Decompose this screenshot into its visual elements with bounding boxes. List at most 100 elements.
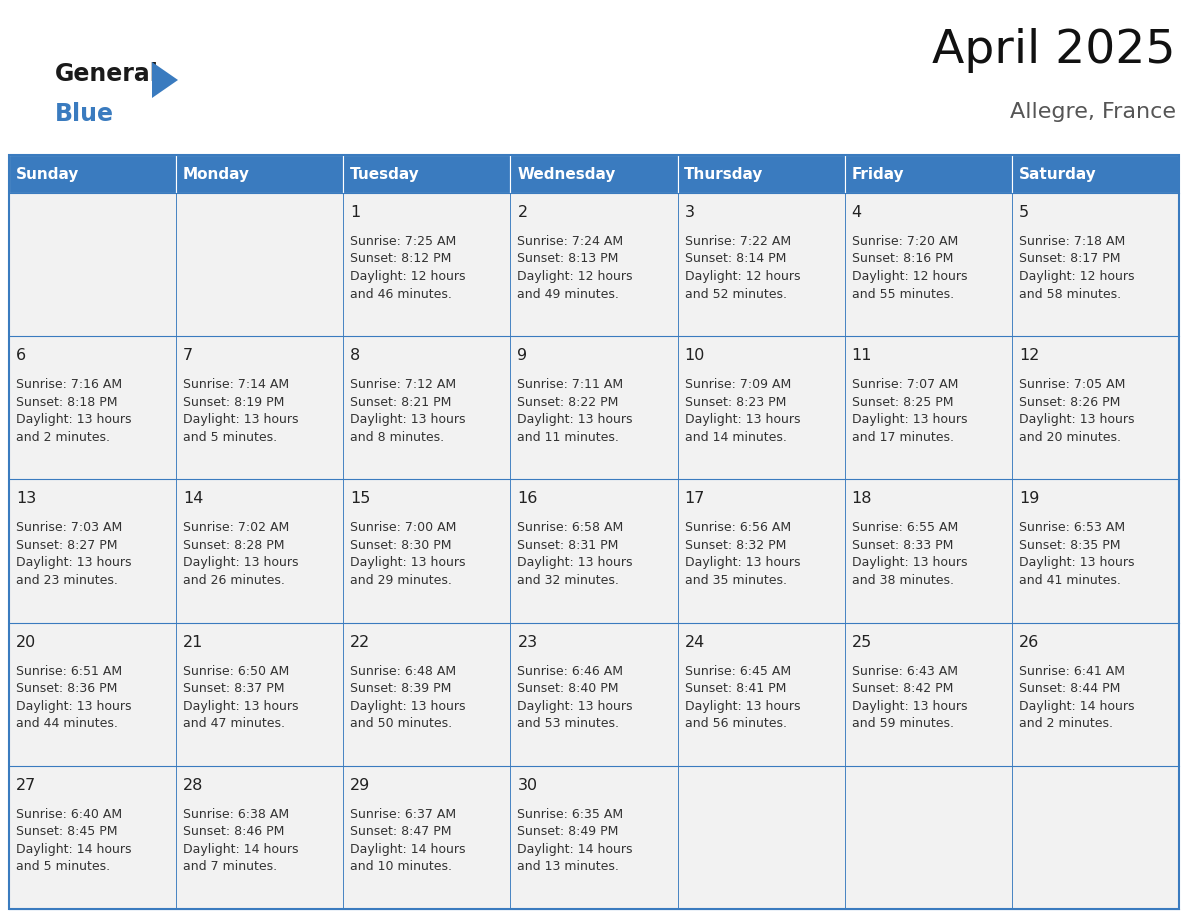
Text: Daylight: 14 hours: Daylight: 14 hours — [350, 843, 466, 856]
Text: Daylight: 13 hours: Daylight: 13 hours — [15, 413, 132, 426]
Text: Sunrise: 6:46 AM: Sunrise: 6:46 AM — [518, 665, 624, 677]
Text: 22: 22 — [350, 634, 371, 650]
Text: and 49 minutes.: and 49 minutes. — [518, 287, 619, 300]
Text: Daylight: 13 hours: Daylight: 13 hours — [350, 700, 466, 712]
Text: Daylight: 12 hours: Daylight: 12 hours — [684, 270, 800, 283]
Text: Sunset: 8:31 PM: Sunset: 8:31 PM — [518, 539, 619, 552]
Text: and 5 minutes.: and 5 minutes. — [183, 431, 277, 443]
Text: 18: 18 — [852, 491, 872, 507]
Text: Sunset: 8:14 PM: Sunset: 8:14 PM — [684, 252, 786, 265]
Text: April 2025: April 2025 — [933, 28, 1176, 73]
Text: and 20 minutes.: and 20 minutes. — [1019, 431, 1120, 443]
Text: Sunset: 8:49 PM: Sunset: 8:49 PM — [518, 825, 619, 838]
Bar — [10, 155, 176, 193]
Text: and 14 minutes.: and 14 minutes. — [684, 431, 786, 443]
Text: Daylight: 13 hours: Daylight: 13 hours — [350, 556, 466, 569]
Text: and 55 minutes.: and 55 minutes. — [852, 287, 954, 300]
Text: Tuesday: Tuesday — [350, 166, 419, 182]
Text: Saturday: Saturday — [1018, 166, 1097, 182]
Text: Sunset: 8:13 PM: Sunset: 8:13 PM — [518, 252, 619, 265]
Text: Sunset: 8:42 PM: Sunset: 8:42 PM — [852, 682, 953, 695]
Text: Daylight: 13 hours: Daylight: 13 hours — [852, 413, 967, 426]
Text: Sunset: 8:18 PM: Sunset: 8:18 PM — [15, 396, 118, 409]
Text: and 2 minutes.: and 2 minutes. — [1019, 717, 1113, 730]
Text: Sunset: 8:46 PM: Sunset: 8:46 PM — [183, 825, 284, 838]
Text: and 44 minutes.: and 44 minutes. — [15, 717, 118, 730]
Text: 30: 30 — [518, 778, 537, 793]
Text: and 53 minutes.: and 53 minutes. — [518, 717, 619, 730]
Text: Daylight: 14 hours: Daylight: 14 hours — [183, 843, 298, 856]
Bar — [511, 336, 677, 479]
Text: Sunset: 8:26 PM: Sunset: 8:26 PM — [1019, 396, 1120, 409]
Text: Sunrise: 7:11 AM: Sunrise: 7:11 AM — [518, 378, 624, 391]
Text: Daylight: 14 hours: Daylight: 14 hours — [518, 843, 633, 856]
Bar — [845, 479, 1012, 622]
Text: and 29 minutes.: and 29 minutes. — [350, 574, 453, 587]
Text: Sunrise: 7:03 AM: Sunrise: 7:03 AM — [15, 521, 122, 534]
Text: Daylight: 13 hours: Daylight: 13 hours — [684, 556, 800, 569]
Bar — [677, 155, 845, 193]
Text: 8: 8 — [350, 348, 360, 364]
Text: Sunset: 8:47 PM: Sunset: 8:47 PM — [350, 825, 451, 838]
Bar — [343, 336, 511, 479]
Text: and 11 minutes.: and 11 minutes. — [518, 431, 619, 443]
Text: Sunrise: 7:18 AM: Sunrise: 7:18 AM — [1019, 235, 1125, 248]
Text: Daylight: 14 hours: Daylight: 14 hours — [15, 843, 132, 856]
Bar — [10, 336, 176, 479]
Text: Sunset: 8:12 PM: Sunset: 8:12 PM — [350, 252, 451, 265]
Text: Sunrise: 7:22 AM: Sunrise: 7:22 AM — [684, 235, 791, 248]
Text: Daylight: 12 hours: Daylight: 12 hours — [350, 270, 466, 283]
Bar — [1012, 155, 1178, 193]
Text: Sunrise: 6:35 AM: Sunrise: 6:35 AM — [518, 808, 624, 821]
Bar — [176, 193, 343, 336]
Text: Daylight: 12 hours: Daylight: 12 hours — [852, 270, 967, 283]
Bar — [845, 155, 1012, 193]
Text: Sunset: 8:30 PM: Sunset: 8:30 PM — [350, 539, 451, 552]
Text: Daylight: 13 hours: Daylight: 13 hours — [15, 556, 132, 569]
Text: Sunrise: 7:16 AM: Sunrise: 7:16 AM — [15, 378, 122, 391]
Bar — [343, 155, 511, 193]
Text: Daylight: 13 hours: Daylight: 13 hours — [350, 413, 466, 426]
Text: and 8 minutes.: and 8 minutes. — [350, 431, 444, 443]
Text: Sunrise: 6:38 AM: Sunrise: 6:38 AM — [183, 808, 289, 821]
Text: and 26 minutes.: and 26 minutes. — [183, 574, 285, 587]
Bar — [176, 479, 343, 622]
Text: and 46 minutes.: and 46 minutes. — [350, 287, 453, 300]
Text: Sunset: 8:27 PM: Sunset: 8:27 PM — [15, 539, 118, 552]
Bar — [677, 622, 845, 766]
Text: 5: 5 — [1019, 205, 1029, 220]
Text: Sunset: 8:36 PM: Sunset: 8:36 PM — [15, 682, 118, 695]
Text: Thursday: Thursday — [684, 166, 764, 182]
Bar — [1012, 766, 1178, 909]
Bar — [1012, 479, 1178, 622]
Text: 3: 3 — [684, 205, 695, 220]
Text: Daylight: 13 hours: Daylight: 13 hours — [684, 700, 800, 712]
Text: Sunrise: 7:09 AM: Sunrise: 7:09 AM — [684, 378, 791, 391]
Text: and 58 minutes.: and 58 minutes. — [1019, 287, 1121, 300]
Polygon shape — [152, 62, 178, 98]
Bar — [10, 622, 176, 766]
Bar — [511, 155, 677, 193]
Text: 10: 10 — [684, 348, 704, 364]
Text: Sunrise: 6:48 AM: Sunrise: 6:48 AM — [350, 665, 456, 677]
Text: Sunrise: 7:25 AM: Sunrise: 7:25 AM — [350, 235, 456, 248]
Text: 7: 7 — [183, 348, 194, 364]
Text: 25: 25 — [852, 634, 872, 650]
Text: 17: 17 — [684, 491, 704, 507]
Text: Daylight: 13 hours: Daylight: 13 hours — [183, 700, 298, 712]
Text: Sunset: 8:28 PM: Sunset: 8:28 PM — [183, 539, 285, 552]
Text: Sunrise: 6:55 AM: Sunrise: 6:55 AM — [852, 521, 958, 534]
Text: Sunrise: 7:02 AM: Sunrise: 7:02 AM — [183, 521, 290, 534]
Text: Blue: Blue — [55, 102, 114, 126]
Text: Sunrise: 6:50 AM: Sunrise: 6:50 AM — [183, 665, 290, 677]
Text: and 5 minutes.: and 5 minutes. — [15, 860, 110, 873]
Bar — [511, 622, 677, 766]
Text: Sunset: 8:37 PM: Sunset: 8:37 PM — [183, 682, 285, 695]
Text: Sunset: 8:40 PM: Sunset: 8:40 PM — [518, 682, 619, 695]
Text: Sunset: 8:21 PM: Sunset: 8:21 PM — [350, 396, 451, 409]
Text: Daylight: 13 hours: Daylight: 13 hours — [1019, 556, 1135, 569]
Text: General: General — [55, 62, 159, 86]
Text: and 41 minutes.: and 41 minutes. — [1019, 574, 1120, 587]
Text: Sunrise: 7:20 AM: Sunrise: 7:20 AM — [852, 235, 958, 248]
Text: 29: 29 — [350, 778, 371, 793]
